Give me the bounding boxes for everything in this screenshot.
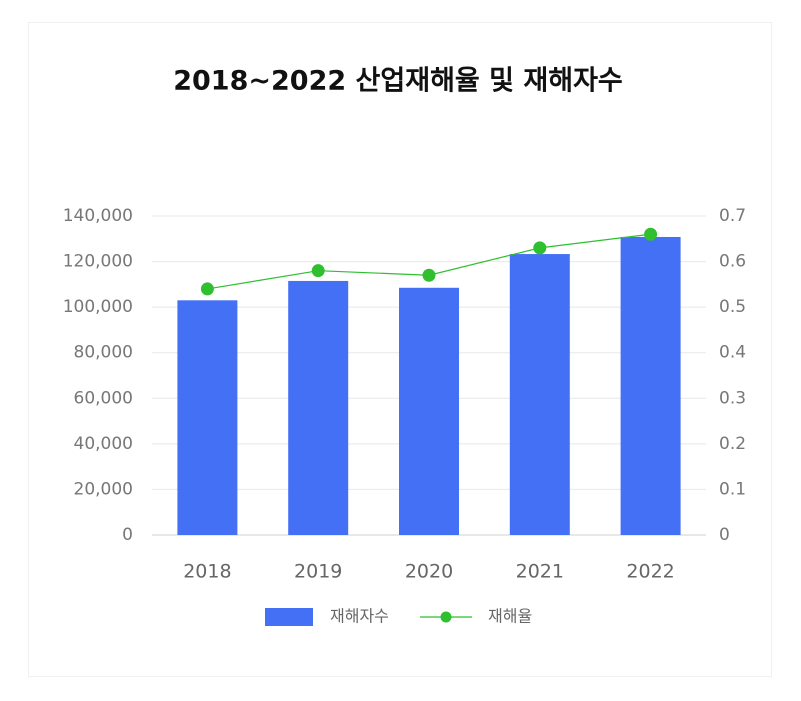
bar [620,236,681,535]
x-tick-label: 2021 [516,561,564,583]
y-tick-label: 40,000 [74,434,133,454]
x-tick-label: 2022 [626,561,674,583]
y2-tick-label: 0.1 [719,479,746,499]
y2-tick-label: 0 [719,525,730,545]
y-tick-label: 140,000 [63,206,133,226]
legend-label: 재해율 [488,607,532,626]
line-point [644,227,658,241]
y-tick-label: 20,000 [74,479,133,499]
line-point [422,268,436,282]
chart-title: 2018~2022 산업재해율 및 재해자수 [173,66,623,97]
bar [177,300,238,535]
legend-swatch [440,611,452,623]
x-tick-label: 2019 [294,561,342,583]
line-point [533,241,547,255]
y2-tick-label: 0.7 [719,206,746,226]
line-point [200,282,214,296]
y2-tick-label: 0.2 [719,434,746,454]
legend-label: 재해자수 [330,607,389,626]
x-tick-label: 2020 [405,561,453,583]
line-point [311,264,325,278]
y-tick-label: 100,000 [63,297,133,317]
x-tick-label: 2018 [183,561,231,583]
y2-tick-label: 0.4 [719,343,746,363]
bar [399,287,459,535]
bar [288,280,349,535]
bar [509,254,570,536]
y-tick-label: 0 [122,525,133,545]
y2-tick-label: 0.6 [719,252,746,272]
y-tick-label: 60,000 [74,388,133,408]
y-tick-label: 120,000 [63,252,133,272]
y2-tick-label: 0.5 [719,297,746,317]
legend-swatch [265,608,313,626]
y2-tick-label: 0.3 [719,388,746,408]
y-tick-label: 80,000 [74,343,133,363]
